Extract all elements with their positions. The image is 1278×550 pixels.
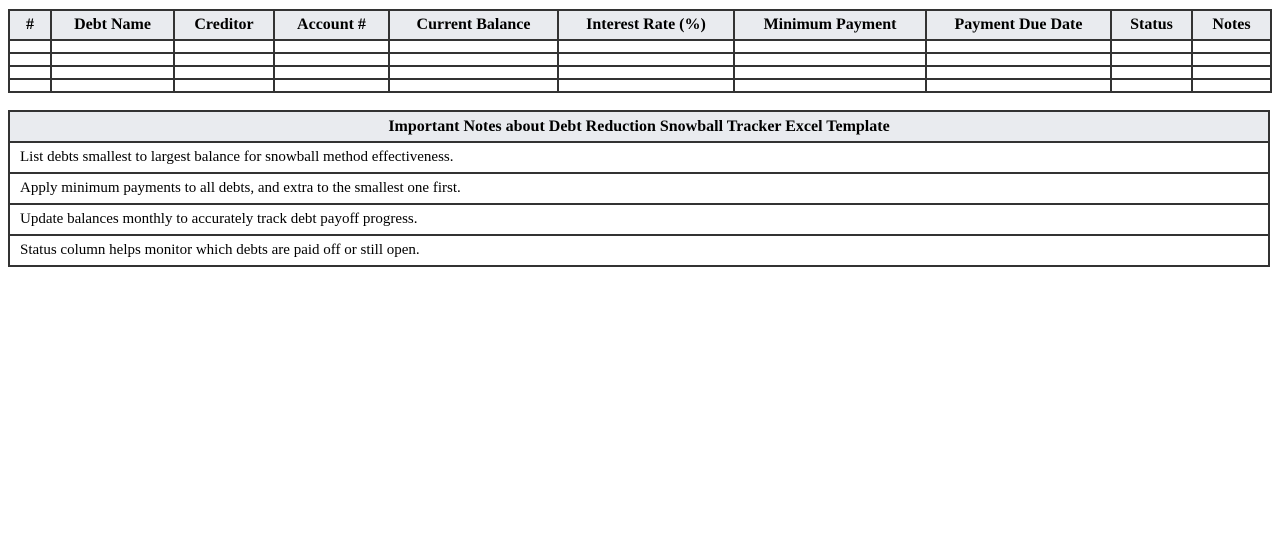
debt-cell [388,65,559,80]
column-header-debt-name: Debt Name [50,9,175,41]
note-text: Update balances monthly to accurately tr… [8,203,1270,236]
column-header-minimum-payment: Minimum Payment [733,9,927,41]
debt-cell [8,65,52,80]
debt-cell [925,52,1112,67]
debt-cell [173,78,275,93]
debt-cell [733,52,927,67]
debt-cell [1191,65,1272,80]
note-row: Status column helps monitor which debts … [8,234,1270,267]
debt-cell [273,52,390,67]
debt-cell [173,65,275,80]
debt-tracker-table: # Debt Name Creditor Account # Current Balan… [8,9,1272,93]
column-header-interest-rate: Interest Rate (%) [557,9,735,41]
debt-cell [8,39,52,54]
notes-table-title: Important Notes about Debt Reduction Sno… [8,110,1270,143]
note-text: Apply minimum payments to all debts, and… [8,172,1270,205]
note-row: Apply minimum payments to all debts, and… [8,172,1270,205]
notes-table-header-row: Important Notes about Debt Reduction Sno… [8,110,1270,143]
debt-cell [557,39,735,54]
note-text: Status column helps monitor which debts … [8,234,1270,267]
debt-table-body [8,39,1272,93]
debt-cell [733,78,927,93]
debt-cell [557,78,735,93]
debt-table-row [8,65,1272,80]
column-header-notes: Notes [1191,9,1272,41]
debt-cell [557,65,735,80]
debt-cell [925,39,1112,54]
column-header-payment-due-date: Payment Due Date [925,9,1112,41]
notes-table-body: List debts smallest to largest balance f… [8,141,1270,267]
debt-cell [1110,39,1193,54]
debt-cell [173,39,275,54]
debt-cell [1191,39,1272,54]
column-header-account: Account # [273,9,390,41]
debt-cell [8,52,52,67]
debt-table-row [8,39,1272,54]
column-header-current-balance: Current Balance [388,9,559,41]
debt-cell [8,78,52,93]
debt-cell [388,52,559,67]
debt-table-row [8,52,1272,67]
debt-cell [1110,52,1193,67]
column-header-number: # [8,9,52,41]
important-notes-table: Important Notes about Debt Reduction Sno… [8,110,1270,267]
debt-cell [388,39,559,54]
column-header-status: Status [1110,9,1193,41]
debt-cell [173,52,275,67]
debt-cell [273,65,390,80]
debt-cell [733,65,927,80]
debt-cell [557,52,735,67]
debt-table-row [8,78,1272,93]
debt-cell [925,65,1112,80]
debt-table-header-row: # Debt Name Creditor Account # Current Balan… [8,9,1272,41]
debt-cell [50,65,175,80]
debt-cell [273,78,390,93]
debt-cell [273,39,390,54]
debt-cell [1110,78,1193,93]
debt-cell [1110,65,1193,80]
debt-cell [388,78,559,93]
debt-cell [50,52,175,67]
debt-cell [1191,52,1272,67]
debt-cell [733,39,927,54]
column-header-creditor: Creditor [173,9,275,41]
debt-cell [925,78,1112,93]
debt-cell [50,78,175,93]
note-row: List debts smallest to largest balance f… [8,141,1270,174]
debt-cell [1191,78,1272,93]
note-row: Update balances monthly to accurately tr… [8,203,1270,236]
note-text: List debts smallest to largest balance f… [8,141,1270,174]
debt-cell [50,39,175,54]
page: # Debt Name Creditor Account # Current Balan… [0,0,1278,267]
